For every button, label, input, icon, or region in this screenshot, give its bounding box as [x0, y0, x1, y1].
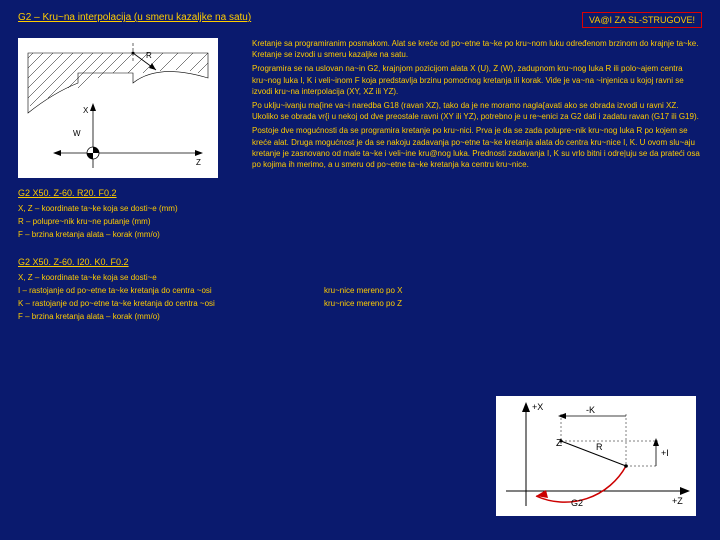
description-text: Kretanje sa programiranim posmakom. Alat… — [252, 38, 702, 243]
def-f-1: F – brzina kretanja alata – korak (mm/o) — [18, 230, 238, 239]
page-title: G2 – Kru~na interpolacija (u smeru kazal… — [18, 12, 251, 23]
def-i-left: I – rastojanje od po~etne ta~ke kretanja… — [18, 286, 308, 295]
def-i-right: kru~nice mereno po X — [324, 286, 403, 295]
label-pz: +Z — [672, 496, 683, 506]
label-r2: R — [596, 442, 603, 452]
label-pi: +I — [661, 448, 669, 458]
label-r: R — [146, 51, 152, 60]
label-z: Z — [196, 158, 201, 167]
desc-p1: Kretanje sa programiranim posmakom. Alat… — [252, 38, 702, 60]
diagram-arc-geometry: R X W Z — [18, 38, 218, 178]
def-xz-2: X, Z – koordinate ta~ke koja se dosti~e — [18, 273, 702, 282]
def-f-2: F – brzina kretanja alata – korak (mm/o) — [18, 312, 702, 321]
code-example-1: G2 X50. Z-60. R20. F0.2 — [18, 188, 238, 198]
label-w: W — [73, 129, 81, 138]
def-k-left: K – rastojanje od po~etne ta~ke kretanja… — [18, 299, 308, 308]
label-g2: G2 — [571, 498, 583, 508]
desc-p3: Po uklju~ivanju ma{ine va~i naredba G18 … — [252, 100, 702, 122]
diagram-ik-coords: +X +Z Z R G2 -K +I — [496, 396, 696, 516]
desc-p4: Postoje dve mogućnosti da se programira … — [252, 125, 702, 170]
desc-p2: Programira se na uslovan na~in G2, krajn… — [252, 63, 702, 97]
label-mk: -K — [586, 405, 595, 415]
def-xz-1: X, Z – koordinate ta~ke koja se dosti~e … — [18, 204, 238, 213]
def-r: R – polupre~nik kru~ne putanje (mm) — [18, 217, 238, 226]
badge-strugovi: VA@I ZA SL-STRUGOVE! — [582, 12, 702, 28]
label-px: +X — [532, 402, 543, 412]
label-x: X — [83, 106, 89, 115]
code-example-2: G2 X50. Z-60. I20. K0. F0.2 — [18, 257, 702, 267]
def-k-right: kru~nice mereno po Z — [324, 299, 402, 308]
